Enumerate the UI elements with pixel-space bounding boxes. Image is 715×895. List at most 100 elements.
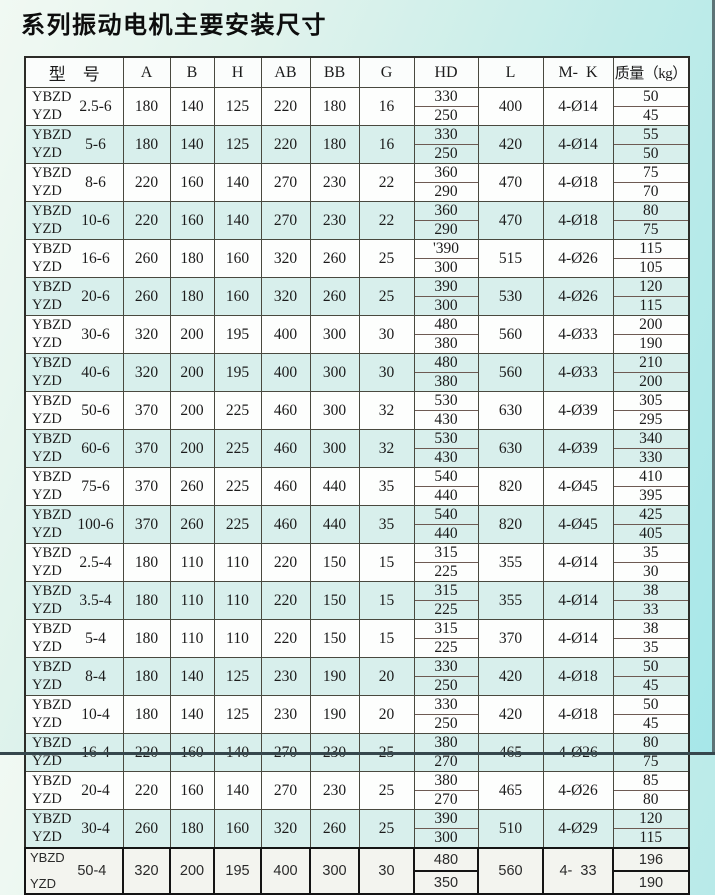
hd-bottom-value: 300 [434,829,458,846]
model-prefix-line: YZD [32,182,62,199]
table-row: YBZD YZD 100-6 370 260 225 460 440 35 540 440 820 4-… [24,505,690,544]
cell-B: 160 [169,771,215,810]
cell-AB: 230 [260,695,311,734]
cell-MK: 4-Ø18 [542,201,614,240]
kg-top-value: 305 [614,393,688,411]
hd-bottom-value: 250 [434,715,458,732]
cell-B: 200 [169,429,215,468]
cell-AB: 320 [260,809,311,849]
table-row: YBZD YZD 3.5-4 180 110 110 220 150 15 315 225 355 4-… [24,581,690,620]
col-header-L: L [477,56,544,88]
model-prefix-line: YZD [32,296,62,313]
hd-top-value: 480 [415,317,477,335]
cell-L: 820 [477,505,544,544]
cell-AB: 230 [260,657,311,696]
kg-bottom-value: 405 [639,525,663,542]
cell-model: YBZD YZD 50-4 [24,847,124,895]
cell-L: 515 [477,239,544,278]
model-prefix-line: YZD [32,220,62,237]
cell-H: 160 [213,277,262,316]
cell-BB: 300 [309,315,360,354]
kg-bottom-value: 395 [639,487,663,504]
model-size: 60-6 [81,439,110,457]
table-row: YBZD YZD 5-6 180 140 125 220 180 16 330 250 420 4-Ø1… [24,125,690,164]
cell-HD: 540 440 [413,467,479,506]
cell-L: 820 [477,467,544,506]
kg-top-value: 35 [614,545,688,563]
kg-top-value: 50 [614,697,688,715]
col-header-MK: M- K [542,56,614,88]
cell-BB: 180 [309,87,360,126]
model-size: 75-6 [81,477,110,495]
model-prefix-line: YBZD [32,773,72,789]
cell-kg: 340 330 [612,429,690,468]
hd-bottom-value: 225 [434,563,458,580]
cell-BB: 180 [309,125,360,164]
model-size: 8-6 [85,173,106,191]
cell-A: 180 [122,657,171,696]
kg-bottom-value: 105 [639,259,663,276]
cell-model: YBZD YZD 16-6 [24,239,124,278]
model-prefix-line: YBZD [32,127,72,143]
cell-A: 180 [122,581,171,620]
cell-L: 530 [477,277,544,316]
hd-bottom-value: 250 [434,677,458,694]
hd-top-value: 380 [415,735,477,753]
cell-B: 110 [169,581,215,620]
hd-bottom-value: 250 [434,107,458,124]
cell-H: 125 [213,695,262,734]
cell-model: YBZD YZD 8-4 [24,657,124,696]
cell-A: 260 [122,239,171,278]
cell-MK: 4-Ø39 [542,429,614,468]
cell-H: 110 [213,581,262,620]
kg-bottom-value: 80 [643,791,659,808]
kg-bottom-value: 45 [643,715,659,732]
kg-bottom-value: 50 [643,145,659,162]
cell-B: 180 [169,239,215,278]
cell-AB: 220 [260,619,311,658]
cell-B: 160 [169,163,215,202]
col-header-A: A [122,56,171,88]
kg-bottom-value: 115 [639,829,663,846]
cell-MK: 4-Ø39 [542,391,614,430]
model-prefix-line: YZD [32,486,62,503]
kg-top-value: 340 [614,431,688,449]
hd-top-value: 315 [415,583,477,601]
kg-top-value: 55 [614,127,688,145]
cell-G: 35 [358,505,415,544]
cell-H: 225 [213,505,262,544]
cell-kg: 38 33 [612,581,690,620]
kg-bottom-value: 70 [643,183,659,200]
hd-top-value: 330 [415,659,477,677]
model-size: 3.5-4 [79,591,112,609]
cell-HD: '390 300 [413,239,479,278]
cell-BB: 260 [309,809,360,849]
model-prefix-line: YZD [32,600,62,617]
table-row: YBZD YZD 2.5-6 180 140 125 220 180 16 330 250 400 4-… [24,87,690,126]
model-prefix-line: YBZD [32,355,72,371]
cell-AB: 460 [260,429,311,468]
cell-A: 180 [122,87,171,126]
cell-kg: 410 395 [612,467,690,506]
cell-B: 260 [169,505,215,544]
cell-A: 180 [122,695,171,734]
model-prefix-line: YZD [30,876,56,892]
table-row: YBZD YZD 10-6 220 160 140 270 230 22 360 290 470 4-Ø… [24,201,690,240]
model-size: 100-6 [77,515,114,533]
cell-G: 25 [358,277,415,316]
table-row: YBZD YZD 16-6 260 180 160 320 260 25'390 300 515 4-… [24,239,690,278]
dimensions-table: 型 号 A B H AB BB G HD L M- K 质量（kg） YBZD Y… [24,56,690,895]
col-header-B: B [169,56,215,88]
cell-BB: 300 [309,847,360,895]
scan-edge-right [712,0,715,755]
cell-G: 25 [358,771,415,810]
model-prefix-line: YZD [32,106,62,123]
table-row: YBZD YZD 20-4 220 160 140 270 230 25 380 270 465 4-Ø… [24,771,690,810]
cell-B: 180 [169,277,215,316]
hd-bottom-value: 300 [434,297,458,314]
cell-kg: 50 45 [612,695,690,734]
cell-G: 16 [358,125,415,164]
cell-HD: 540 440 [413,505,479,544]
hd-bottom-value: 290 [434,221,458,238]
model-prefix-line: YZD [32,828,62,845]
